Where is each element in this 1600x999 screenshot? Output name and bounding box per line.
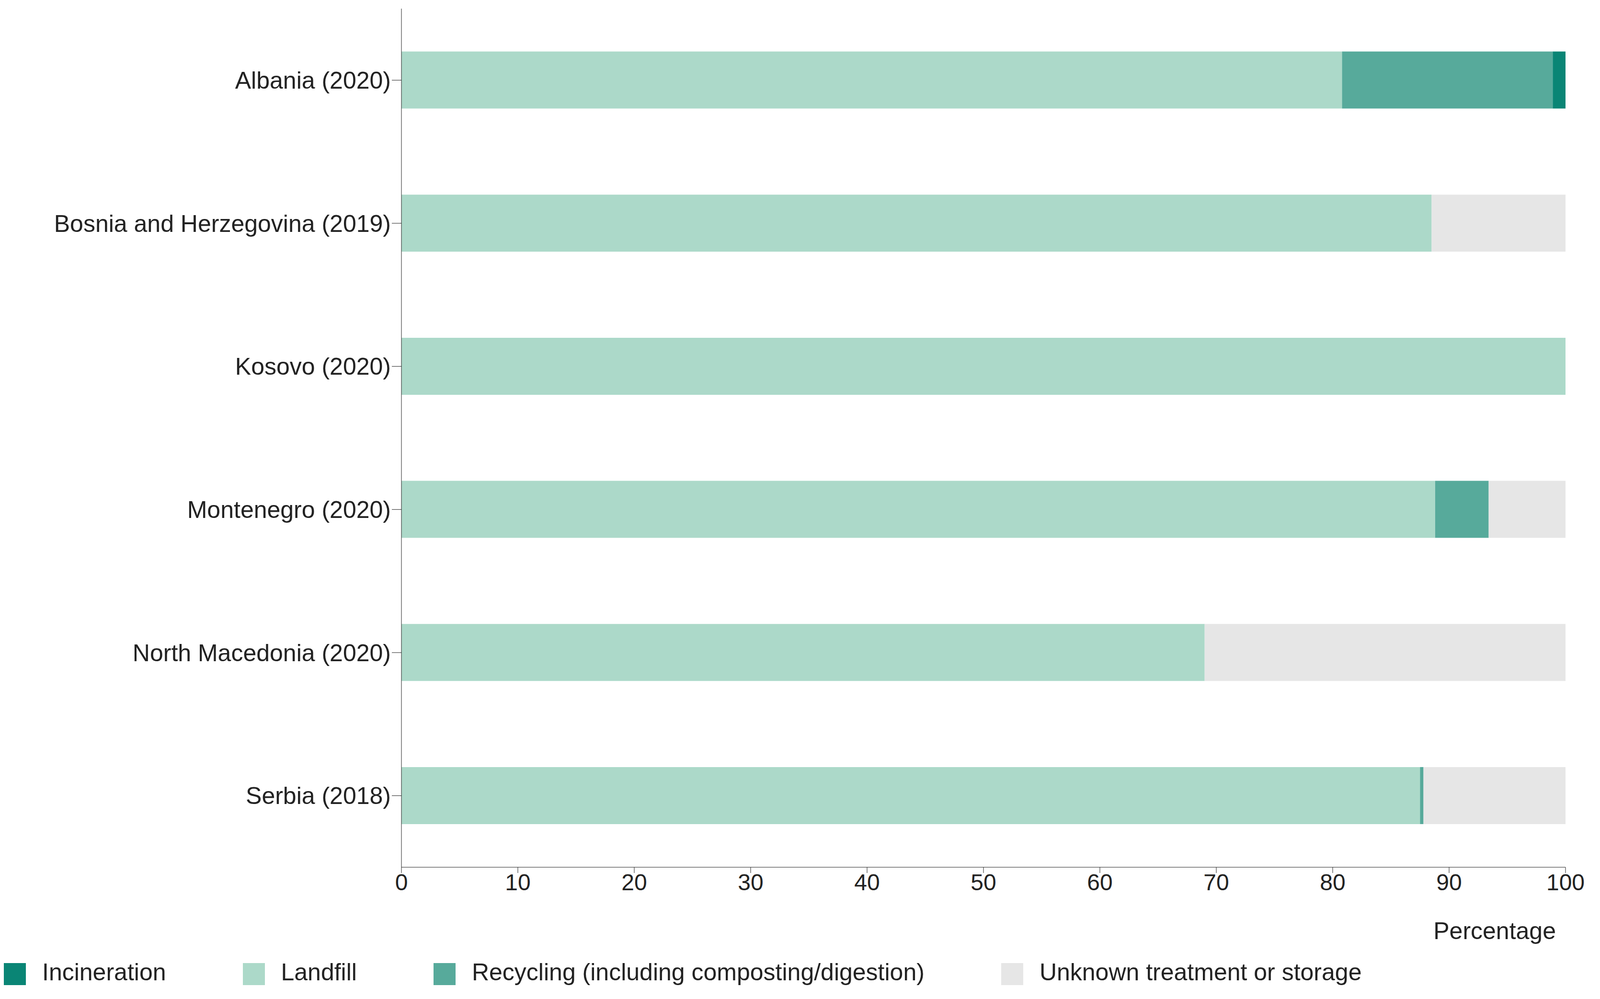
svg-text:Montenegro (2020): Montenegro (2020)	[187, 496, 391, 524]
svg-text:Percentage: Percentage	[1433, 917, 1556, 945]
svg-text:40: 40	[854, 869, 880, 895]
svg-text:70: 70	[1203, 869, 1229, 895]
html-text:Landfill: Landfill	[280, 958, 357, 986]
svg-text:Serbia (2018): Serbia (2018)	[245, 782, 391, 810]
svg-text:30: 30	[737, 869, 764, 895]
svg-text:0: 0	[395, 869, 409, 895]
svg-text:Albania (2020): Albania (2020)	[235, 67, 391, 94]
svg-text:80: 80	[1319, 869, 1346, 895]
html-text:Unknown treatment or storage: Unknown treatment or storage	[1039, 958, 1362, 986]
svg-text:Bosnia and Herzegovina (2019): Bosnia and Herzegovina (2019)	[54, 210, 391, 238]
svg-text:90: 90	[1436, 869, 1462, 895]
svg-text:20: 20	[621, 869, 647, 895]
html-text:Recycling (including compostin: Recycling (including composting/digestio…	[471, 958, 925, 986]
svg-text:North Macedonia (2020): North Macedonia (2020)	[132, 639, 391, 667]
svg-text:10: 10	[504, 869, 531, 895]
svg-text:50: 50	[970, 869, 996, 895]
svg-text:60: 60	[1086, 869, 1113, 895]
svg-text:Kosovo (2020): Kosovo (2020)	[235, 353, 391, 380]
svg-text:100: 100	[1546, 869, 1585, 895]
html-text:Incineration: Incineration	[42, 958, 166, 986]
